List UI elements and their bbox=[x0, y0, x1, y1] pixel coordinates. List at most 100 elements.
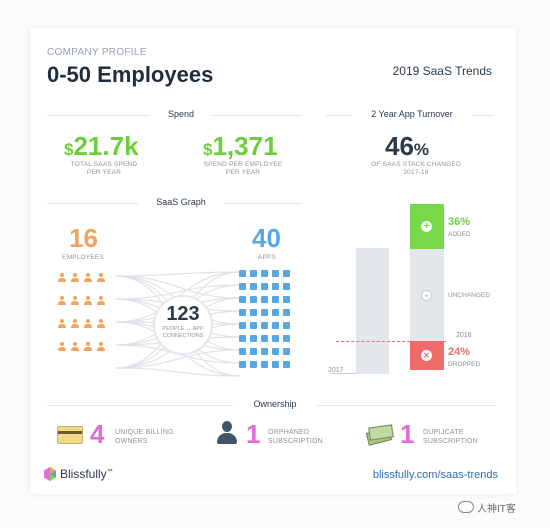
app-icon bbox=[239, 335, 246, 342]
unchanged-label: UNCHANGED bbox=[448, 292, 490, 299]
turnover-number: 46 bbox=[385, 131, 414, 161]
turnover-value: 46% bbox=[385, 131, 429, 162]
orphaned-value: 1 bbox=[246, 419, 261, 449]
app-icon bbox=[283, 309, 290, 316]
apps-label: APPS bbox=[257, 254, 277, 261]
app-icon bbox=[250, 322, 257, 329]
currency-symbol: $ bbox=[64, 140, 74, 159]
employee-icon bbox=[83, 342, 92, 351]
employees-label: EMPLOYEES bbox=[62, 254, 104, 261]
app-icon bbox=[239, 296, 246, 303]
orphaned-line1: ORPHANED bbox=[268, 429, 310, 436]
year-2017-label: 2017 bbox=[328, 367, 344, 374]
per-employee-spend-number: 1,371 bbox=[212, 131, 278, 161]
app-icon bbox=[250, 283, 257, 290]
brand-text: Blissfully bbox=[60, 467, 107, 481]
added-value: 36% bbox=[448, 216, 471, 228]
bar-2017 bbox=[356, 248, 389, 374]
employee-icon bbox=[57, 273, 66, 282]
saas-trends-link[interactable]: blissfully.com/saas-trends bbox=[372, 469, 498, 481]
employee-grid bbox=[57, 273, 113, 373]
currency-symbol: $ bbox=[203, 140, 213, 159]
app-icon bbox=[272, 296, 279, 303]
brand-tm: ™ bbox=[106, 469, 113, 475]
level-2017-line bbox=[330, 373, 356, 374]
app-icon bbox=[283, 335, 290, 342]
total-spend-label-line2: PER YEAR bbox=[86, 169, 122, 176]
turnover-section-label: 2 Year App Turnover bbox=[351, 109, 473, 119]
total-spend-label-line1: TOTAL SAAS SPEND bbox=[70, 161, 138, 168]
app-icon bbox=[261, 335, 268, 342]
credit-card-icon bbox=[57, 426, 83, 444]
x-icon: ✕ bbox=[421, 350, 432, 361]
app-icon bbox=[250, 296, 257, 303]
orphaned-label: ORPHANED SUBSCRIPTION bbox=[268, 428, 323, 446]
employee-icon bbox=[96, 342, 105, 351]
page-title: 0-50 Employees bbox=[47, 62, 214, 87]
dropped-segment: ✕ bbox=[410, 341, 444, 370]
connections-label-line1: PEOPLE ↔ APP bbox=[162, 326, 204, 332]
total-spend-number: 21.7k bbox=[73, 131, 139, 161]
billing-owners-label: UNIQUE BILLING OWNERS bbox=[115, 428, 174, 446]
app-icon bbox=[283, 296, 290, 303]
app-icon bbox=[272, 322, 279, 329]
app-icon bbox=[283, 348, 290, 355]
employee-icon bbox=[57, 342, 66, 351]
connections-value: 123 bbox=[166, 303, 200, 325]
app-icon bbox=[272, 335, 279, 342]
money-stack-icon bbox=[365, 424, 394, 446]
plus-icon: + bbox=[421, 221, 432, 232]
total-spend-value: $21.7k bbox=[64, 131, 139, 162]
duplicate-label: DUPLICATE SUBSCRIPTION bbox=[423, 428, 478, 446]
billing-owners-line2: OWNERS bbox=[115, 438, 148, 445]
watermark: 人神IT客 bbox=[458, 500, 516, 515]
app-icon bbox=[239, 361, 246, 368]
level-2018-line bbox=[336, 341, 446, 342]
employee-icon bbox=[96, 296, 105, 305]
per-employee-spend-label: SPEND PER EMPLOYEE PER YEAR bbox=[188, 161, 298, 177]
app-icon bbox=[250, 309, 257, 316]
app-icon bbox=[261, 283, 268, 290]
connections-label-line2: CONNECTIONS bbox=[162, 333, 204, 339]
employee-icon bbox=[83, 319, 92, 328]
turnover-label: OF SAAS STACK CHANGED 2017-18 bbox=[356, 161, 476, 177]
turnover-label-line1: OF SAAS STACK CHANGED bbox=[371, 161, 461, 168]
app-icon bbox=[272, 283, 279, 290]
app-icon bbox=[261, 322, 268, 329]
app-icon bbox=[272, 270, 279, 277]
app-grid bbox=[239, 270, 299, 374]
graph-section-label: SaaS Graph bbox=[138, 197, 224, 207]
year-2018-label: 2018 bbox=[456, 332, 472, 339]
app-icon bbox=[272, 361, 279, 368]
employee-icon bbox=[70, 273, 79, 282]
duplicate-value: 1 bbox=[400, 419, 415, 449]
employee-icon bbox=[83, 273, 92, 282]
app-icon bbox=[250, 361, 257, 368]
turnover-label-line2: 2017-18 bbox=[403, 169, 429, 176]
company-profile-card: COMPANY PROFILE 0-50 Employees 2019 SaaS… bbox=[30, 28, 516, 494]
employee-icon bbox=[83, 296, 92, 305]
app-icon bbox=[250, 335, 257, 342]
app-icon bbox=[261, 348, 268, 355]
total-spend-label: TOTAL SAAS SPEND PER YEAR bbox=[52, 161, 156, 177]
app-icon bbox=[272, 348, 279, 355]
per-employee-label-line1: SPEND PER EMPLOYEE bbox=[203, 161, 283, 168]
app-icon bbox=[261, 309, 268, 316]
app-icon bbox=[283, 283, 290, 290]
trends-label: 2019 SaaS Trends bbox=[392, 64, 492, 78]
app-icon bbox=[283, 322, 290, 329]
app-icon bbox=[239, 270, 246, 277]
dropped-value: 24% bbox=[448, 346, 471, 358]
billing-owners-value: 4 bbox=[90, 419, 105, 449]
turnover-percent-sign: % bbox=[413, 140, 430, 159]
app-icon bbox=[261, 270, 268, 277]
employees-value: 16 bbox=[69, 223, 98, 253]
app-icon bbox=[250, 348, 257, 355]
app-icon bbox=[261, 296, 268, 303]
watermark-text: 人神IT客 bbox=[477, 504, 516, 515]
spend-section-label: Spend bbox=[150, 109, 212, 119]
wechat-icon bbox=[458, 501, 474, 513]
app-icon bbox=[272, 309, 279, 316]
app-icon bbox=[283, 270, 290, 277]
per-employee-label-line2: PER YEAR bbox=[225, 169, 261, 176]
